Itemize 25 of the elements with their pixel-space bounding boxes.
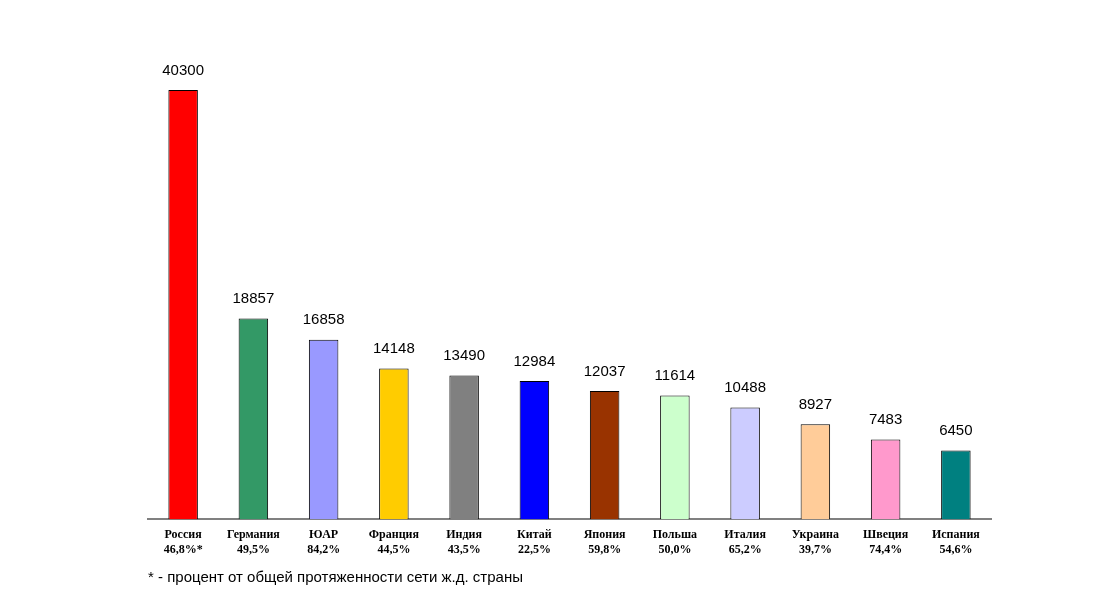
data-label: 13490: [443, 346, 485, 364]
data-label: 12037: [583, 361, 626, 379]
x-tick-label: ЮАР 84,2%: [307, 527, 341, 556]
x-tick-label: Италия 65,2%: [724, 527, 767, 556]
data-label: 12984: [513, 351, 556, 369]
data-label: 40300: [162, 60, 204, 78]
data-label: 11614: [654, 366, 696, 384]
x-tick-label: Китай 22,5%: [517, 527, 552, 556]
x-tick-label: Украина 39,7%: [791, 527, 839, 556]
data-label: 7483: [868, 410, 903, 428]
x-tick-label: Япония 59,8%: [583, 527, 627, 556]
x-tick-label: Испания 54,6%: [931, 527, 981, 556]
data-label: 8927: [798, 394, 833, 412]
x-tick-label: Германия 49,5%: [226, 527, 281, 556]
x-tick-label: Франция 44,5%: [368, 527, 420, 556]
text: * - процент от общей протяженности сети ж.д. страны: [148, 568, 523, 585]
x-tick-label: Польша 50,0%: [652, 527, 698, 556]
data-label: 14148: [373, 339, 415, 357]
x-tick-label: Россия 46,8%*: [163, 527, 203, 556]
x-tick-label: Индия 43,5%: [446, 527, 483, 556]
data-label: 10488: [724, 378, 766, 396]
data-label: 6450: [939, 421, 973, 439]
data-label: 16858: [302, 310, 345, 328]
x-tick-label: Швеция 74,4%: [862, 527, 909, 556]
data-label: 18857: [232, 289, 275, 307]
